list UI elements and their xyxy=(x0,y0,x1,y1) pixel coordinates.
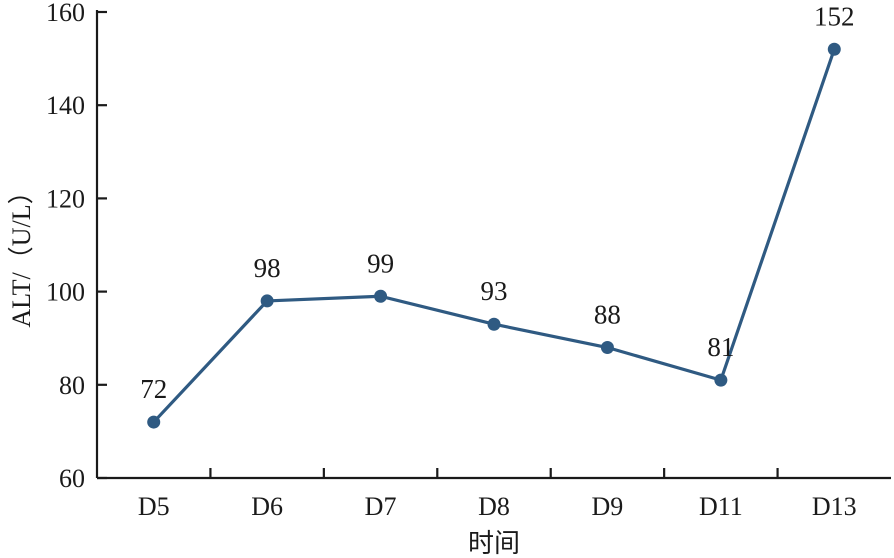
data-point xyxy=(714,373,728,387)
data-point xyxy=(260,294,274,308)
data-point xyxy=(600,341,614,355)
data-label: 72 xyxy=(140,374,167,404)
y-tick-label: 120 xyxy=(46,184,85,213)
y-axis-title: ALT/（U/L） xyxy=(7,178,36,327)
y-axis-ticks: 60 80 100 120 140 160 xyxy=(46,0,107,493)
y-tick-label: 160 xyxy=(46,0,85,27)
data-labels: 72 98 99 93 88 81 152 xyxy=(140,1,854,404)
data-point xyxy=(487,317,501,331)
data-point xyxy=(147,415,161,429)
y-tick-label: 60 xyxy=(59,464,85,493)
x-tick-label: D13 xyxy=(812,492,857,521)
y-tick-label: 140 xyxy=(46,91,85,120)
data-label: 88 xyxy=(594,300,621,330)
x-axis-ticks: D5 D6 D7 D8 D9 D11 D13 xyxy=(138,468,857,521)
y-tick-label: 80 xyxy=(59,371,85,400)
data-label: 152 xyxy=(814,1,855,31)
x-tick-label: D7 xyxy=(365,492,397,521)
series-line xyxy=(152,48,836,424)
axes xyxy=(95,10,891,480)
data-label: 98 xyxy=(254,253,281,283)
data-point xyxy=(374,289,388,303)
x-tick-label: D6 xyxy=(251,492,283,521)
data-label: 99 xyxy=(367,248,394,278)
y-tick-label: 100 xyxy=(46,278,85,307)
x-tick-label: D11 xyxy=(699,492,743,521)
series xyxy=(147,42,841,429)
data-label: 93 xyxy=(481,276,508,306)
x-tick-label: D5 xyxy=(138,492,170,521)
data-point xyxy=(827,42,841,56)
x-tick-label: D9 xyxy=(592,492,624,521)
data-label: 81 xyxy=(707,332,734,362)
x-axis-title: 时间 xyxy=(468,529,520,558)
x-tick-label: D8 xyxy=(478,492,510,521)
